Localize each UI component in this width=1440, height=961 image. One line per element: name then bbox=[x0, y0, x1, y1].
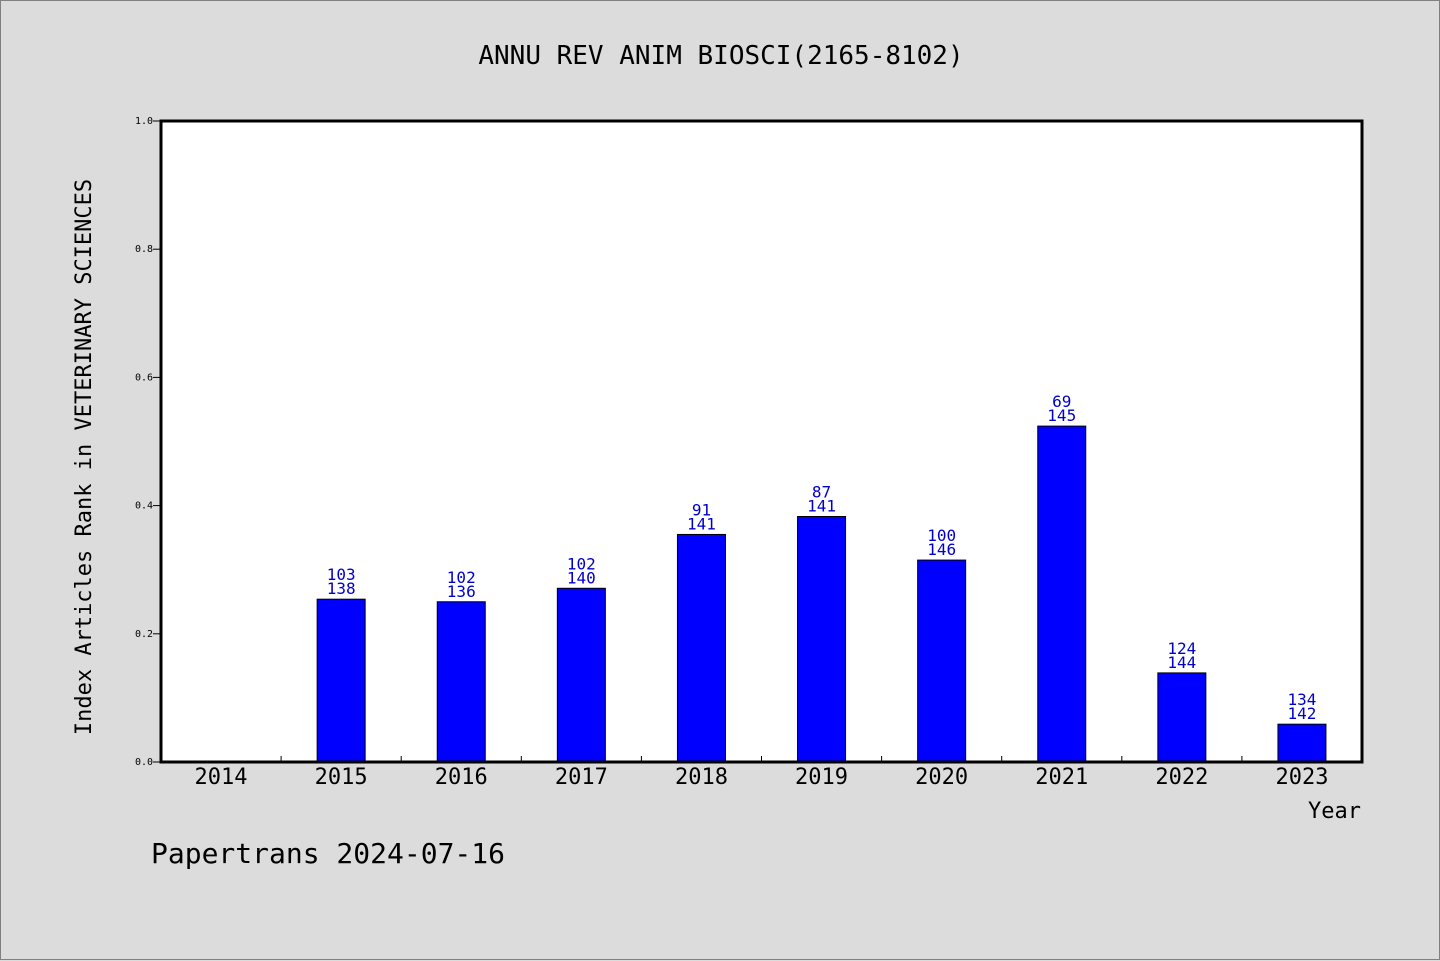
data-label-rank: 87 bbox=[812, 482, 831, 501]
x-tick-label: 2022 bbox=[1155, 765, 1208, 790]
data-label-total: 141 bbox=[687, 514, 716, 533]
y-tick-label: 0.0 bbox=[135, 757, 153, 768]
data-label-rank: 102 bbox=[567, 554, 596, 573]
x-tick-label: 2023 bbox=[1275, 765, 1328, 790]
data-label-rank: 134 bbox=[1287, 690, 1316, 709]
x-tick-label: 2021 bbox=[1035, 765, 1088, 790]
y-axis: 0.0 0.2 0.4 0.6 0.8 1.0 bbox=[135, 116, 161, 768]
data-label-rank: 91 bbox=[692, 500, 711, 519]
bar bbox=[676, 533, 726, 763]
bars bbox=[316, 425, 1327, 763]
y-tick-label: 1.0 bbox=[135, 116, 153, 127]
x-tick-label: 2017 bbox=[555, 765, 608, 790]
data-labels: 1031381021361021409114187141100146691451… bbox=[327, 392, 1317, 723]
x-tick-label: 2019 bbox=[795, 765, 848, 790]
chart-title: ANNU REV ANIM BIOSCI(2165-8102) bbox=[478, 41, 963, 71]
data-label-total: 141 bbox=[807, 496, 836, 515]
y-tick-label: 0.4 bbox=[135, 501, 153, 512]
data-label-total: 142 bbox=[1287, 704, 1316, 723]
x-axis: 2014 2015 2016 2017 2018 2019 2020 2021 2022 2023 bbox=[195, 756, 1328, 790]
bar bbox=[1037, 425, 1087, 763]
x-tick-label: 2016 bbox=[435, 765, 488, 790]
bar bbox=[436, 601, 486, 763]
bar bbox=[316, 598, 366, 763]
bar bbox=[1277, 723, 1327, 763]
data-label-total: 140 bbox=[567, 568, 596, 587]
data-label-total: 145 bbox=[1047, 406, 1076, 425]
y-tick-label: 0.6 bbox=[135, 372, 153, 383]
x-axis-label: Year bbox=[1308, 799, 1361, 824]
y-axis-label: Index Articles Rank in VETERINARY SCIENC… bbox=[72, 179, 97, 735]
bar bbox=[917, 559, 967, 763]
y-tick-label: 0.2 bbox=[135, 629, 153, 640]
data-label-rank: 124 bbox=[1167, 639, 1196, 658]
data-label-rank: 69 bbox=[1052, 392, 1071, 411]
x-tick-label: 2020 bbox=[915, 765, 968, 790]
x-tick-label: 2015 bbox=[315, 765, 368, 790]
x-tick-label: 2014 bbox=[195, 765, 248, 790]
data-label-rank: 100 bbox=[927, 526, 956, 545]
bar bbox=[556, 587, 606, 763]
data-label-total: 138 bbox=[327, 579, 356, 598]
data-label-total: 136 bbox=[447, 582, 476, 601]
x-tick-label: 2018 bbox=[675, 765, 728, 790]
data-label-total: 146 bbox=[927, 540, 956, 559]
data-label-rank: 102 bbox=[447, 568, 476, 587]
data-label-total: 144 bbox=[1167, 653, 1196, 672]
footer-source-date: Papertrans 2024-07-16 bbox=[151, 837, 505, 870]
data-label-rank: 103 bbox=[327, 565, 356, 584]
bar bbox=[1157, 672, 1207, 763]
y-tick-label: 0.8 bbox=[135, 244, 153, 255]
bar bbox=[797, 515, 847, 763]
plot-border bbox=[159, 119, 1364, 764]
